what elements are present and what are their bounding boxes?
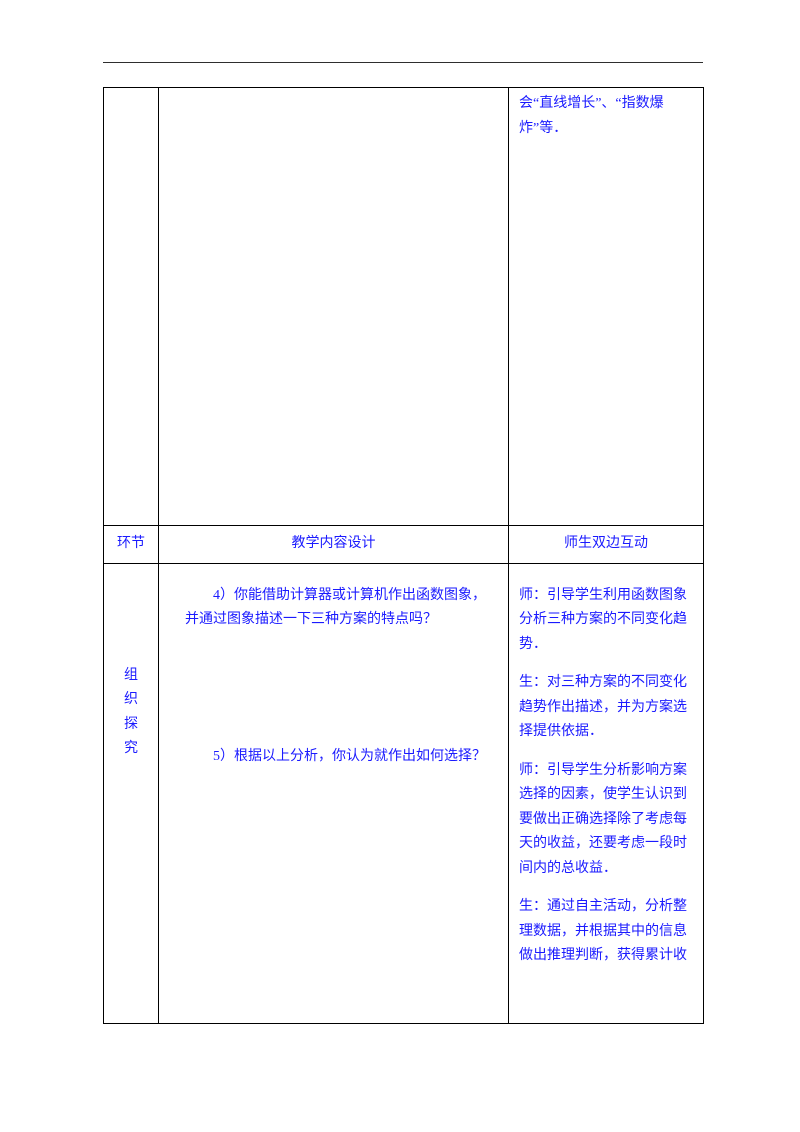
lesson-plan-table: 会“直线增长”、“指数爆炸”等． 环节 教学内容设计 师生双边互动 组 织 探 … [103, 87, 704, 1024]
cell-content: 4）你能借助计算器或计算机作出函数图象， 并通过图象描述一下三种方案的特点吗？ … [159, 563, 509, 1023]
section-char: 组 [104, 664, 158, 689]
cell-section-label: 组 织 探 究 [104, 563, 159, 1023]
interact-para: 生：对三种方案的不同变化趋势作出描述，并为方案选择提供依据． [519, 671, 695, 745]
cell-interaction: 师：引导学生利用函数图象分析三种方案的不同变化趋势． 生：对三种方案的不同变化趋… [509, 563, 704, 1023]
table-row: 会“直线增长”、“指数爆炸”等． [104, 88, 704, 526]
r1c3-text: 会“直线增长”、“指数爆炸”等． [519, 96, 664, 136]
q4-line1: 4）你能借助计算器或计算机作出函数图象， [185, 584, 496, 609]
top-rule [103, 62, 703, 63]
header-col3: 师生双边互动 [509, 526, 704, 564]
section-char: 探 [104, 713, 158, 738]
cell-r1c3: 会“直线增长”、“指数爆炸”等． [509, 88, 704, 526]
section-char: 究 [104, 737, 158, 762]
header-col1: 环节 [104, 526, 159, 564]
q4-line2: 并通过图象描述一下三种方案的特点吗？ [185, 608, 496, 633]
table-row: 组 织 探 究 4）你能借助计算器或计算机作出函数图象， 并通过图象描述一下三种… [104, 563, 704, 1023]
interact-para: 师：引导学生利用函数图象分析三种方案的不同变化趋势． [519, 584, 695, 658]
question-4: 4）你能借助计算器或计算机作出函数图象， 并通过图象描述一下三种方案的特点吗？ [185, 584, 496, 633]
interact-para: 师：引导学生分析影响方案选择的因素，使学生认识到要做出正确选择除了考虑每天的收益… [519, 759, 695, 882]
document-page: 会“直线增长”、“指数爆炸”等． 环节 教学内容设计 师生双边互动 组 织 探 … [0, 0, 800, 1132]
header-col2: 教学内容设计 [159, 526, 509, 564]
cell-r1c2 [159, 88, 509, 526]
section-char: 织 [104, 688, 158, 713]
cell-r1c1 [104, 88, 159, 526]
question-5: 5）根据以上分析，你认为就作出如何选择？ [185, 745, 496, 770]
interact-para: 生：通过自主活动，分析整理数据，并根据其中的信息做出推理判断，获得累计收 [519, 895, 695, 969]
table-header-row: 环节 教学内容设计 师生双边互动 [104, 526, 704, 564]
